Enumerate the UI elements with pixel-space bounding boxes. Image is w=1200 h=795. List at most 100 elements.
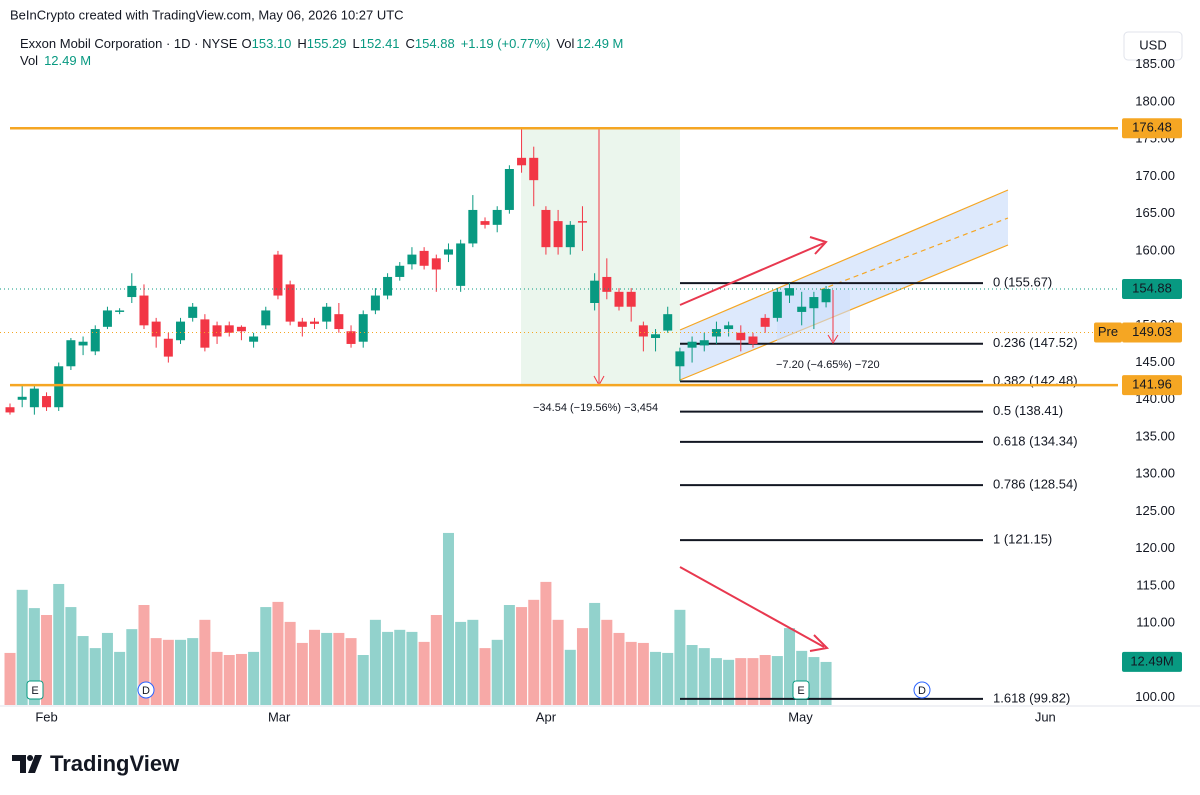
candle-body (809, 297, 819, 309)
volume-bar (114, 651, 126, 705)
candle-body (383, 276, 393, 296)
volume-bar (516, 607, 528, 705)
volume-bar (576, 628, 588, 705)
field-key: H (297, 36, 306, 51)
volume-bar (65, 607, 77, 705)
volume-bar (235, 653, 247, 705)
fib-label: 0.618 (134.34) (993, 433, 1078, 448)
currency[interactable]: USD (1139, 37, 1166, 52)
candle-body (151, 321, 161, 337)
candle-body (797, 306, 807, 312)
event-badge (913, 681, 931, 699)
y-tick-label: 115.00 (1136, 577, 1175, 592)
candle-body (431, 258, 441, 270)
candle-body (163, 338, 173, 357)
candle-body (176, 321, 186, 341)
volume-bar (260, 607, 272, 705)
volume-bar (89, 648, 101, 705)
volume-bar (589, 602, 601, 705)
volume-bar (199, 619, 211, 705)
volume-bar (357, 655, 369, 705)
pre-tag (1094, 322, 1122, 343)
currency-box[interactable] (1123, 31, 1183, 61)
candle-body (577, 221, 587, 223)
candle-body (249, 336, 259, 342)
candle-body (212, 325, 222, 337)
candle-body (687, 341, 697, 348)
volume-bar (808, 657, 820, 705)
candle-body (78, 341, 88, 346)
logo: TradingView (50, 751, 180, 776)
volume-bar (662, 652, 674, 705)
candle-body (553, 221, 563, 248)
vol-value: 12.49 M (44, 53, 91, 68)
candle-body (614, 291, 624, 307)
field-value: 153.10 (252, 36, 292, 51)
volume-arrow-head (809, 634, 830, 652)
candle-body (139, 295, 149, 326)
candle-body (590, 280, 600, 303)
field-key: O (241, 36, 251, 51)
volume-bar (479, 648, 491, 705)
y-tick-label: 120.00 (1135, 540, 1175, 555)
candle-body (638, 325, 648, 337)
candle-body (66, 340, 76, 367)
fib-label: 0.786 (128.54) (993, 477, 1078, 492)
y-tick-label: 170.00 (1135, 168, 1175, 183)
candle-body (310, 321, 319, 324)
volume-bar (491, 639, 503, 705)
volume-bar (710, 658, 722, 705)
candle-body (346, 331, 356, 344)
volume-label: 12.49M (1130, 653, 1173, 668)
candle-body (626, 291, 636, 307)
volume-bar (564, 649, 576, 705)
volume-bar (345, 638, 357, 705)
volume-bar (601, 619, 613, 705)
candle-body (443, 249, 453, 255)
candle-body (492, 209, 502, 225)
measure-zone (521, 128, 680, 385)
last-price-box (1122, 279, 1182, 300)
candle-body (358, 314, 368, 342)
y-tick-label: 100.00 (1135, 689, 1175, 704)
candle-body (188, 306, 198, 318)
event-label: E (31, 685, 38, 697)
candle-body (699, 340, 709, 346)
candle-body (407, 254, 417, 265)
volume-bar (138, 605, 150, 705)
candle-body (5, 407, 15, 413)
volume-bar (430, 615, 442, 705)
fib-label: 1.618 (99.82) (993, 690, 1070, 705)
y-tick-label: 145.00 (1135, 354, 1175, 369)
volume-bar (820, 661, 832, 705)
volume-bar (150, 638, 162, 705)
pre-tag-label: Pre (1098, 324, 1118, 339)
attribution: BeInCrypto created with TradingView.com,… (10, 7, 404, 22)
volume-bar (796, 650, 808, 705)
event-badge (137, 681, 155, 699)
candle-body (821, 289, 831, 303)
candle-body (675, 351, 685, 367)
y-tick-label: 180.00 (1135, 93, 1175, 108)
x-tick-label: May (788, 709, 813, 724)
candle-body (17, 396, 27, 400)
volume-bar (637, 642, 649, 705)
candle-body (224, 325, 234, 333)
field-value: 155.29 (307, 36, 347, 51)
candle-body (504, 169, 514, 210)
candle-body (760, 317, 770, 327)
candle-body (42, 396, 52, 408)
level-label: 176.48 (1132, 120, 1172, 135)
volume-bar (272, 601, 284, 705)
candle-body (736, 332, 746, 341)
candle-body (395, 265, 405, 277)
volume-bar (16, 589, 28, 705)
volume-bar (747, 658, 759, 705)
fib-label: 0 (155.67) (993, 275, 1052, 290)
event-label: D (918, 685, 926, 697)
candle-body (297, 321, 307, 327)
y-tick-label: 125.00 (1135, 503, 1175, 518)
candle-body (261, 310, 271, 326)
candle-body (468, 209, 478, 244)
